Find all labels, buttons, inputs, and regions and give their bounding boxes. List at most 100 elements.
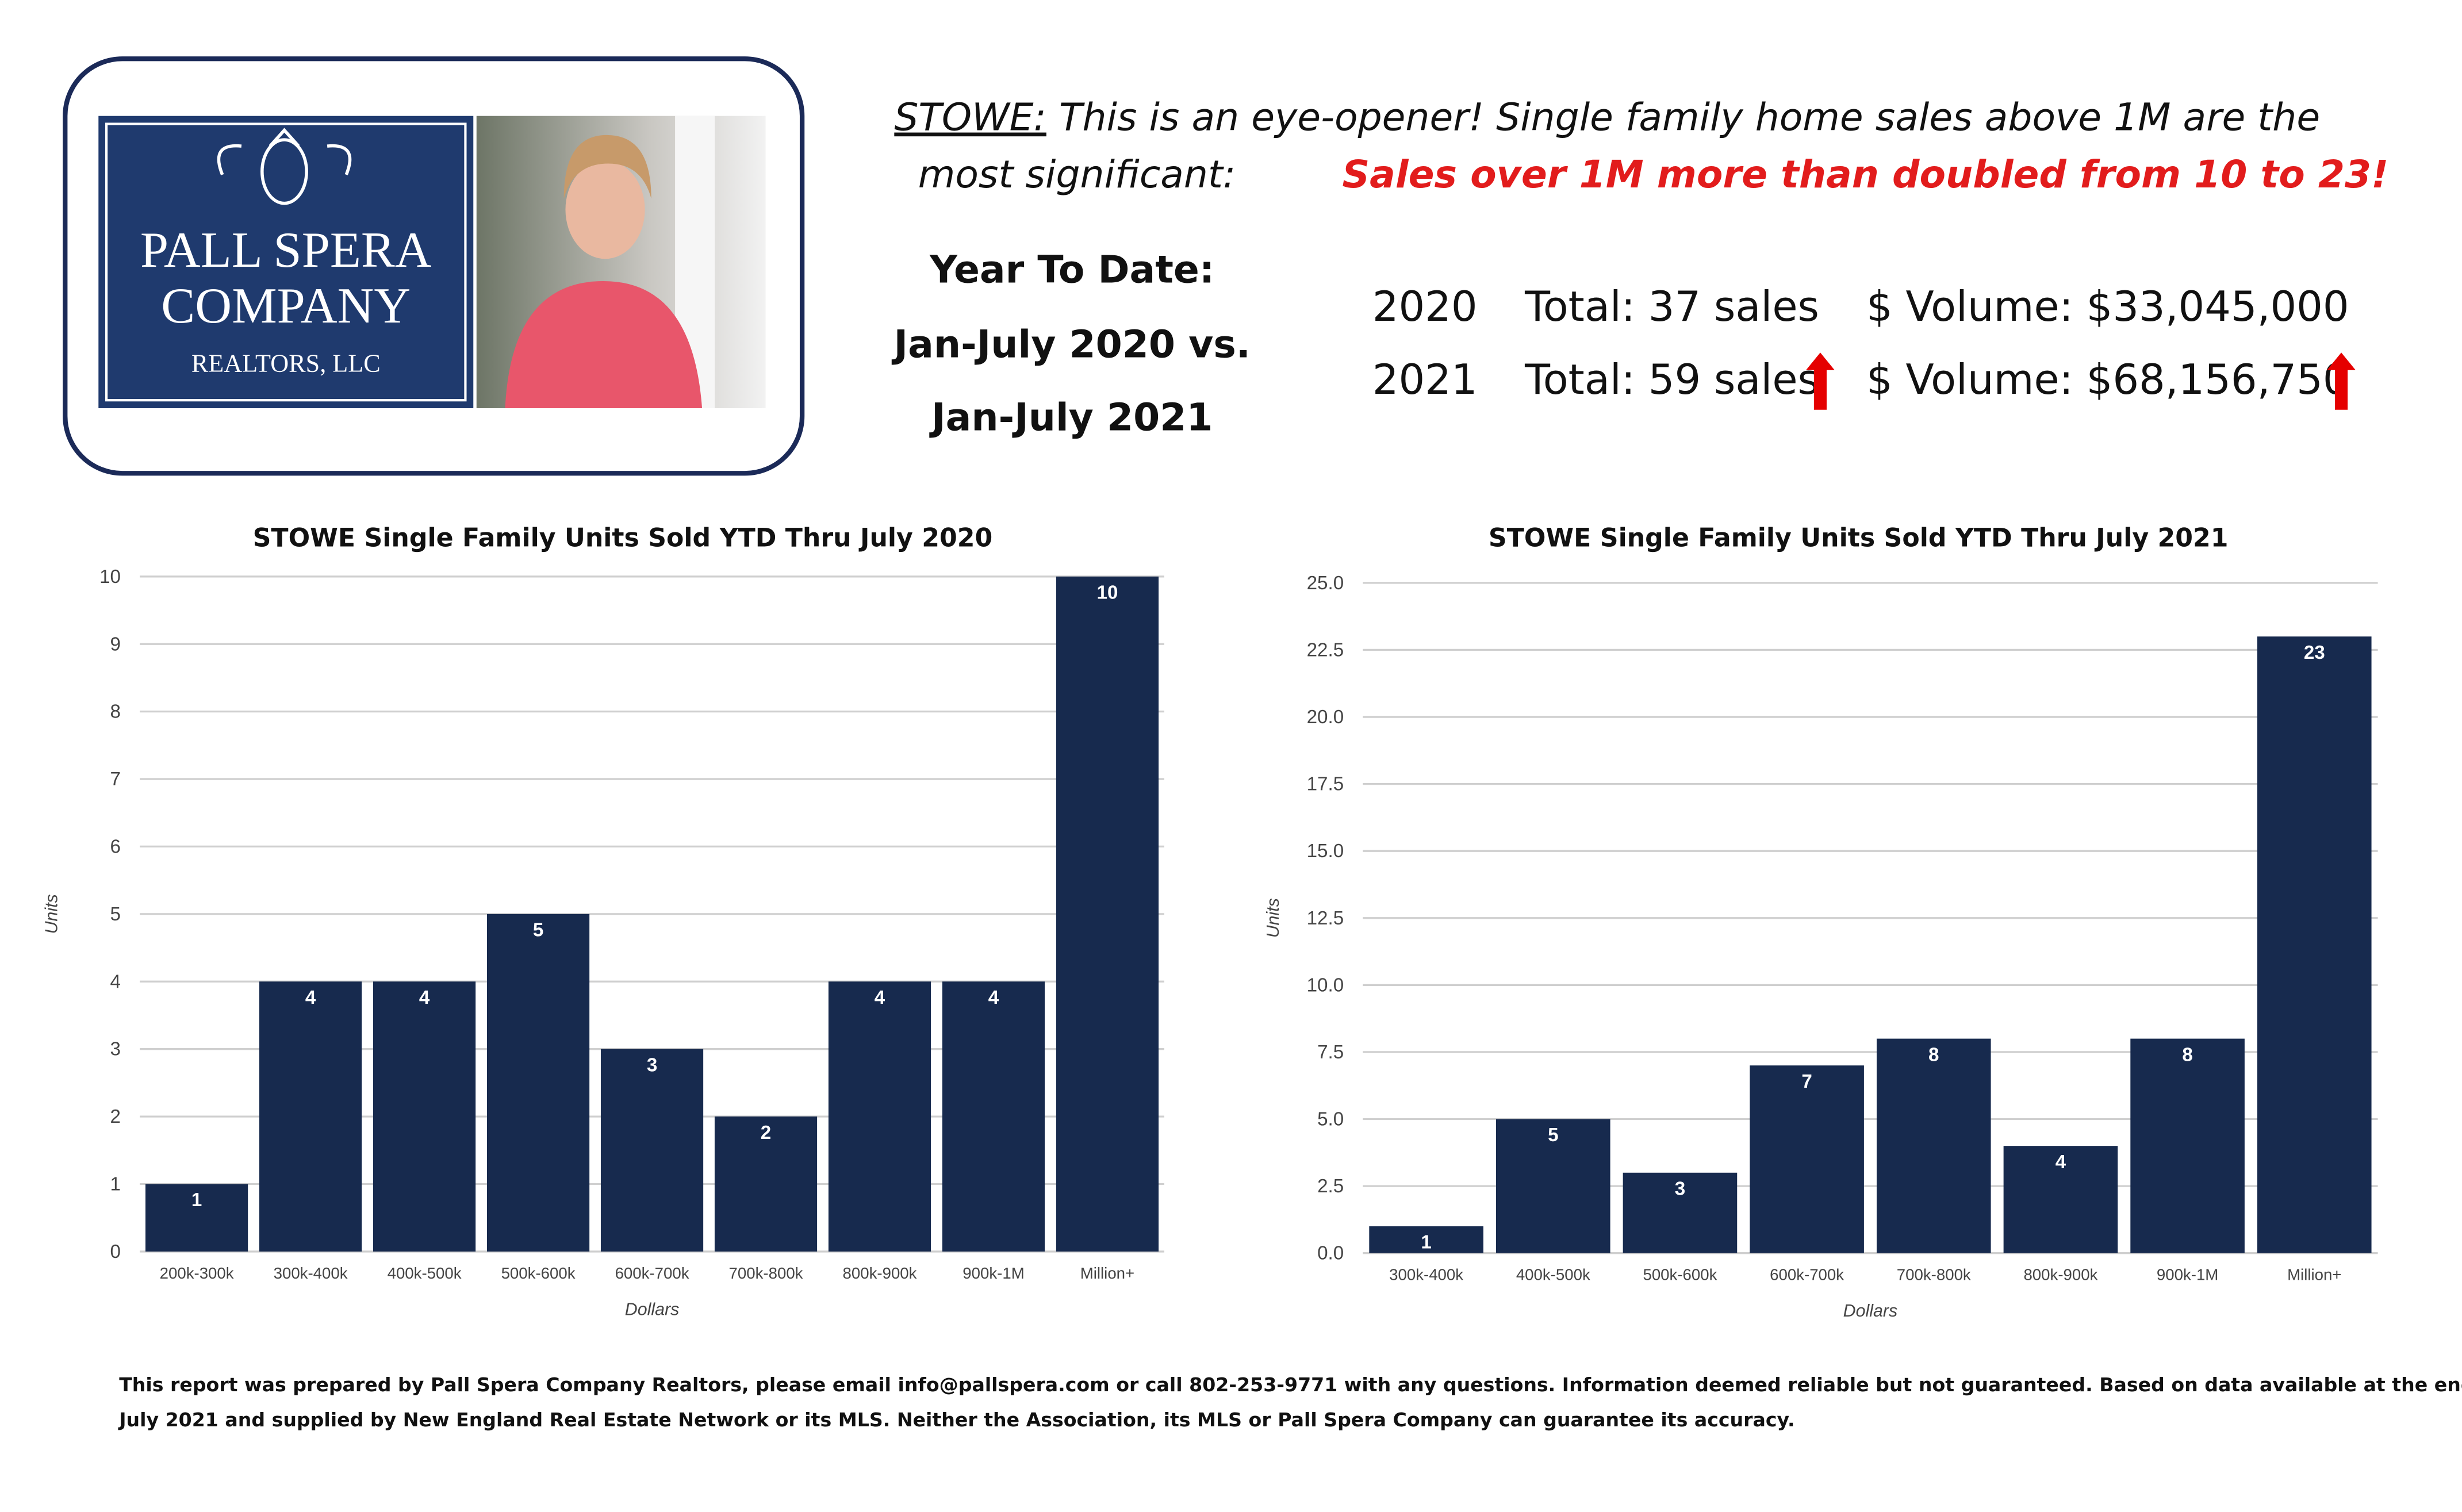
value-label: 10 [1097, 582, 1118, 604]
x-tick-label: 700k-800k [1897, 1266, 1971, 1284]
y-tick-label: 20.0 [1307, 707, 1344, 728]
value-label: 3 [647, 1054, 657, 1076]
y-tick-label: 15.0 [1307, 841, 1344, 862]
x-tick-label: 800k-900k [2023, 1266, 2097, 1284]
x-tick-label: 200k-300k [160, 1264, 234, 1282]
value-label: 5 [533, 920, 543, 941]
value-label: 8 [1928, 1044, 1939, 1065]
y-tick-label: 7.5 [1317, 1042, 1344, 1063]
summary-cell: $ Volume: $68,156,750 [1866, 355, 2349, 404]
value-label: 23 [2304, 642, 2325, 663]
logo-line1: PALL SPERA [140, 222, 432, 278]
y-tick-label: 4 [110, 971, 121, 992]
y-tick-label: 2.5 [1317, 1176, 1344, 1197]
chart-title: STOWE Single Family Units Sold YTD Thru … [253, 523, 993, 552]
up-arrows [1806, 352, 2356, 410]
bar [259, 981, 362, 1252]
x-tick-label: 900k-1M [2157, 1266, 2218, 1284]
value-label: 4 [988, 987, 999, 1008]
x-tick-label: 500k-600k [501, 1264, 576, 1282]
bar [2257, 636, 2372, 1253]
bar [1495, 1119, 1610, 1253]
summary-cell: 2020 [1372, 282, 1478, 331]
y-tick-label: 2 [110, 1106, 121, 1127]
value-label: 2 [761, 1122, 771, 1143]
value-label: 1 [1421, 1232, 1431, 1253]
chart-title: STOWE Single Family Units Sold YTD Thru … [1489, 523, 2229, 552]
x-tick-label: Million+ [1080, 1264, 1134, 1282]
value-label: 8 [2182, 1044, 2192, 1065]
x-tick-label: 400k-500k [388, 1264, 462, 1282]
y-tick-label: 6 [110, 836, 121, 858]
summary-cell: 2021 [1372, 355, 1478, 404]
value-label: 5 [1548, 1125, 1558, 1146]
logo-panel [98, 116, 474, 408]
summary-cell: $ Volume: $33,045,000 [1866, 282, 2349, 331]
photo [476, 116, 766, 408]
header-line2: most significant: [918, 152, 1236, 197]
period-line1: Year To Date: [929, 247, 1214, 292]
logo-border [105, 122, 467, 402]
bar [145, 1184, 248, 1252]
summary-cell: Total: 37 sales [1524, 282, 1819, 331]
x-tick-label: 600k-700k [615, 1264, 689, 1282]
y-tick-label: 1 [110, 1174, 121, 1195]
y-tick-label: 12.5 [1307, 908, 1344, 929]
y-tick-label: 8 [110, 701, 121, 723]
y-tick-label: 3 [110, 1039, 121, 1060]
bar [942, 981, 1045, 1252]
bar [1369, 1226, 1483, 1253]
bar [1056, 576, 1159, 1252]
x-tick-label: 300k-400k [274, 1264, 348, 1282]
y-tick-label: 0.0 [1317, 1243, 1344, 1264]
value-label: 4 [2055, 1152, 2066, 1173]
header-line1: STOWE: This is an eye-opener! Single fami… [894, 95, 2320, 140]
header-highlight: Sales over 1M more than doubled from 10 … [1342, 152, 2388, 197]
y-tick-label: 7 [110, 769, 121, 790]
period-line2: Jan-July 2020 vs. [892, 322, 1251, 367]
bar [828, 981, 931, 1252]
value-label: 3 [1675, 1178, 1685, 1199]
period-line3: Jan-July 2021 [929, 395, 1213, 440]
x-tick-label: 400k-500k [1516, 1266, 1590, 1284]
y-axis-label: Units [1263, 898, 1283, 938]
bar [1876, 1038, 1991, 1253]
y-tick-label: 10 [99, 566, 121, 588]
value-label: 4 [419, 987, 430, 1008]
summary-cell: Total: 59 sales [1524, 355, 1819, 404]
y-tick-label: 25.0 [1307, 573, 1344, 594]
x-tick-label: 800k-900k [843, 1264, 917, 1282]
charts: STOWE Single Family Units Sold YTD Thru … [41, 523, 2378, 1321]
y-tick-label: 22.5 [1307, 640, 1344, 661]
bar [486, 914, 590, 1252]
x-tick-label: 900k-1M [962, 1264, 1024, 1282]
logo-line3: REALTORS, LLC [191, 349, 381, 377]
value-label: 4 [875, 987, 885, 1008]
value-label: 4 [305, 987, 316, 1008]
logo-emblem [217, 128, 352, 205]
y-tick-label: 17.5 [1307, 774, 1344, 795]
y-tick-label: 9 [110, 634, 121, 655]
value-label: 1 [191, 1189, 202, 1211]
header-text: This is an eye-opener! Single family hom… [1059, 95, 2320, 140]
y-tick-label: 0 [110, 1241, 121, 1262]
x-axis-label: Dollars [1843, 1301, 1898, 1321]
y-axis-label: Units [41, 894, 61, 934]
value-label: 7 [1801, 1071, 1812, 1092]
x-tick-label: 600k-700k [1770, 1266, 1844, 1284]
logo-line2: COMPANY [161, 278, 411, 334]
bar [2130, 1038, 2245, 1253]
bar [373, 981, 476, 1252]
bar [2003, 1146, 2118, 1253]
y-tick-label: 5.0 [1317, 1109, 1344, 1130]
bar [600, 1049, 704, 1252]
footer-line2: July 2021 and supplied by New England Re… [118, 1409, 1794, 1431]
header-town: STOWE: [894, 95, 1046, 140]
x-tick-label: Million+ [2287, 1266, 2341, 1284]
x-axis-label: Dollars [625, 1299, 680, 1319]
summary-table: 2020 Total: 37 sales $ Volume: $33,045,000… [1372, 282, 2349, 404]
bar [1750, 1065, 1864, 1253]
bar [714, 1116, 818, 1252]
